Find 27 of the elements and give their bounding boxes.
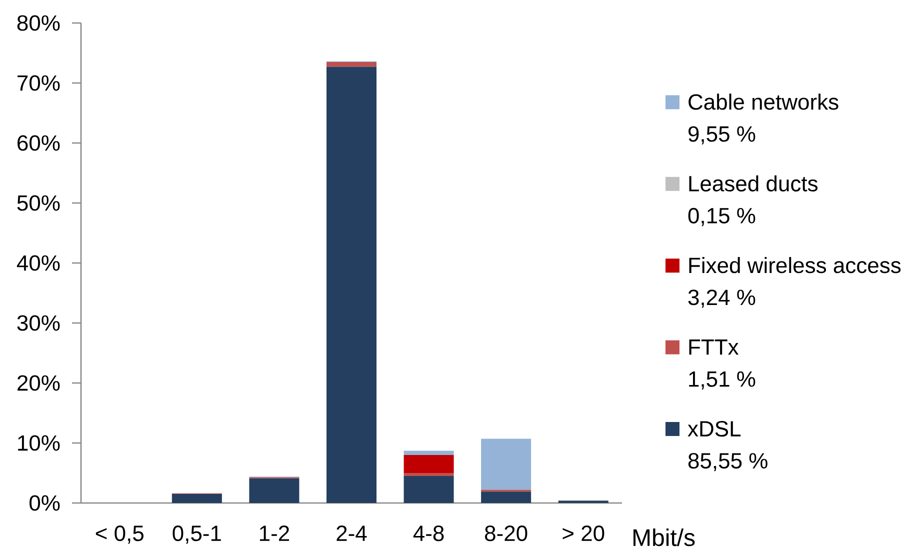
text: 1,51 %: [689, 371, 756, 390]
x-tick-label: 4-8: [413, 526, 444, 542]
y-tick-label: 20%: [18, 375, 60, 391]
legend-label: Fixed wireless access: [689, 257, 901, 274]
y-tick-label: 50%: [17, 195, 60, 211]
y-tick-label: 0%: [30, 495, 60, 511]
x-axis-title: Mbit/s: [634, 528, 695, 546]
x-tick-label: > 20: [562, 526, 604, 542]
x-tick-label: < 0,5: [96, 526, 144, 544]
y-tick-label: 10%: [18, 435, 60, 451]
legend-label: xDSL: [688, 420, 741, 437]
y-tick-label: 40%: [16, 255, 60, 271]
text: 85,55 %: [688, 452, 768, 472]
x-tick-label: 8-20: [485, 526, 528, 542]
x-tick-label: 2-4: [336, 526, 367, 541]
text: 9,55 %: [688, 126, 756, 144]
legend-label: FTTx: [689, 340, 739, 355]
legend-label: Cable networks: [688, 94, 838, 110]
y-tick-label: 70%: [18, 75, 60, 91]
text: 0,15 %: [688, 208, 756, 226]
y-tick-label: 30%: [17, 315, 60, 331]
x-tick-label: 1-2: [260, 526, 290, 541]
text: 3,24 %: [688, 290, 756, 308]
x-tick-label: 0,5-1: [172, 526, 221, 544]
y-tick-label: 60%: [18, 135, 60, 151]
y-tick-label: 80%: [17, 15, 60, 31]
legend-label: Leased ducts: [689, 175, 818, 192]
